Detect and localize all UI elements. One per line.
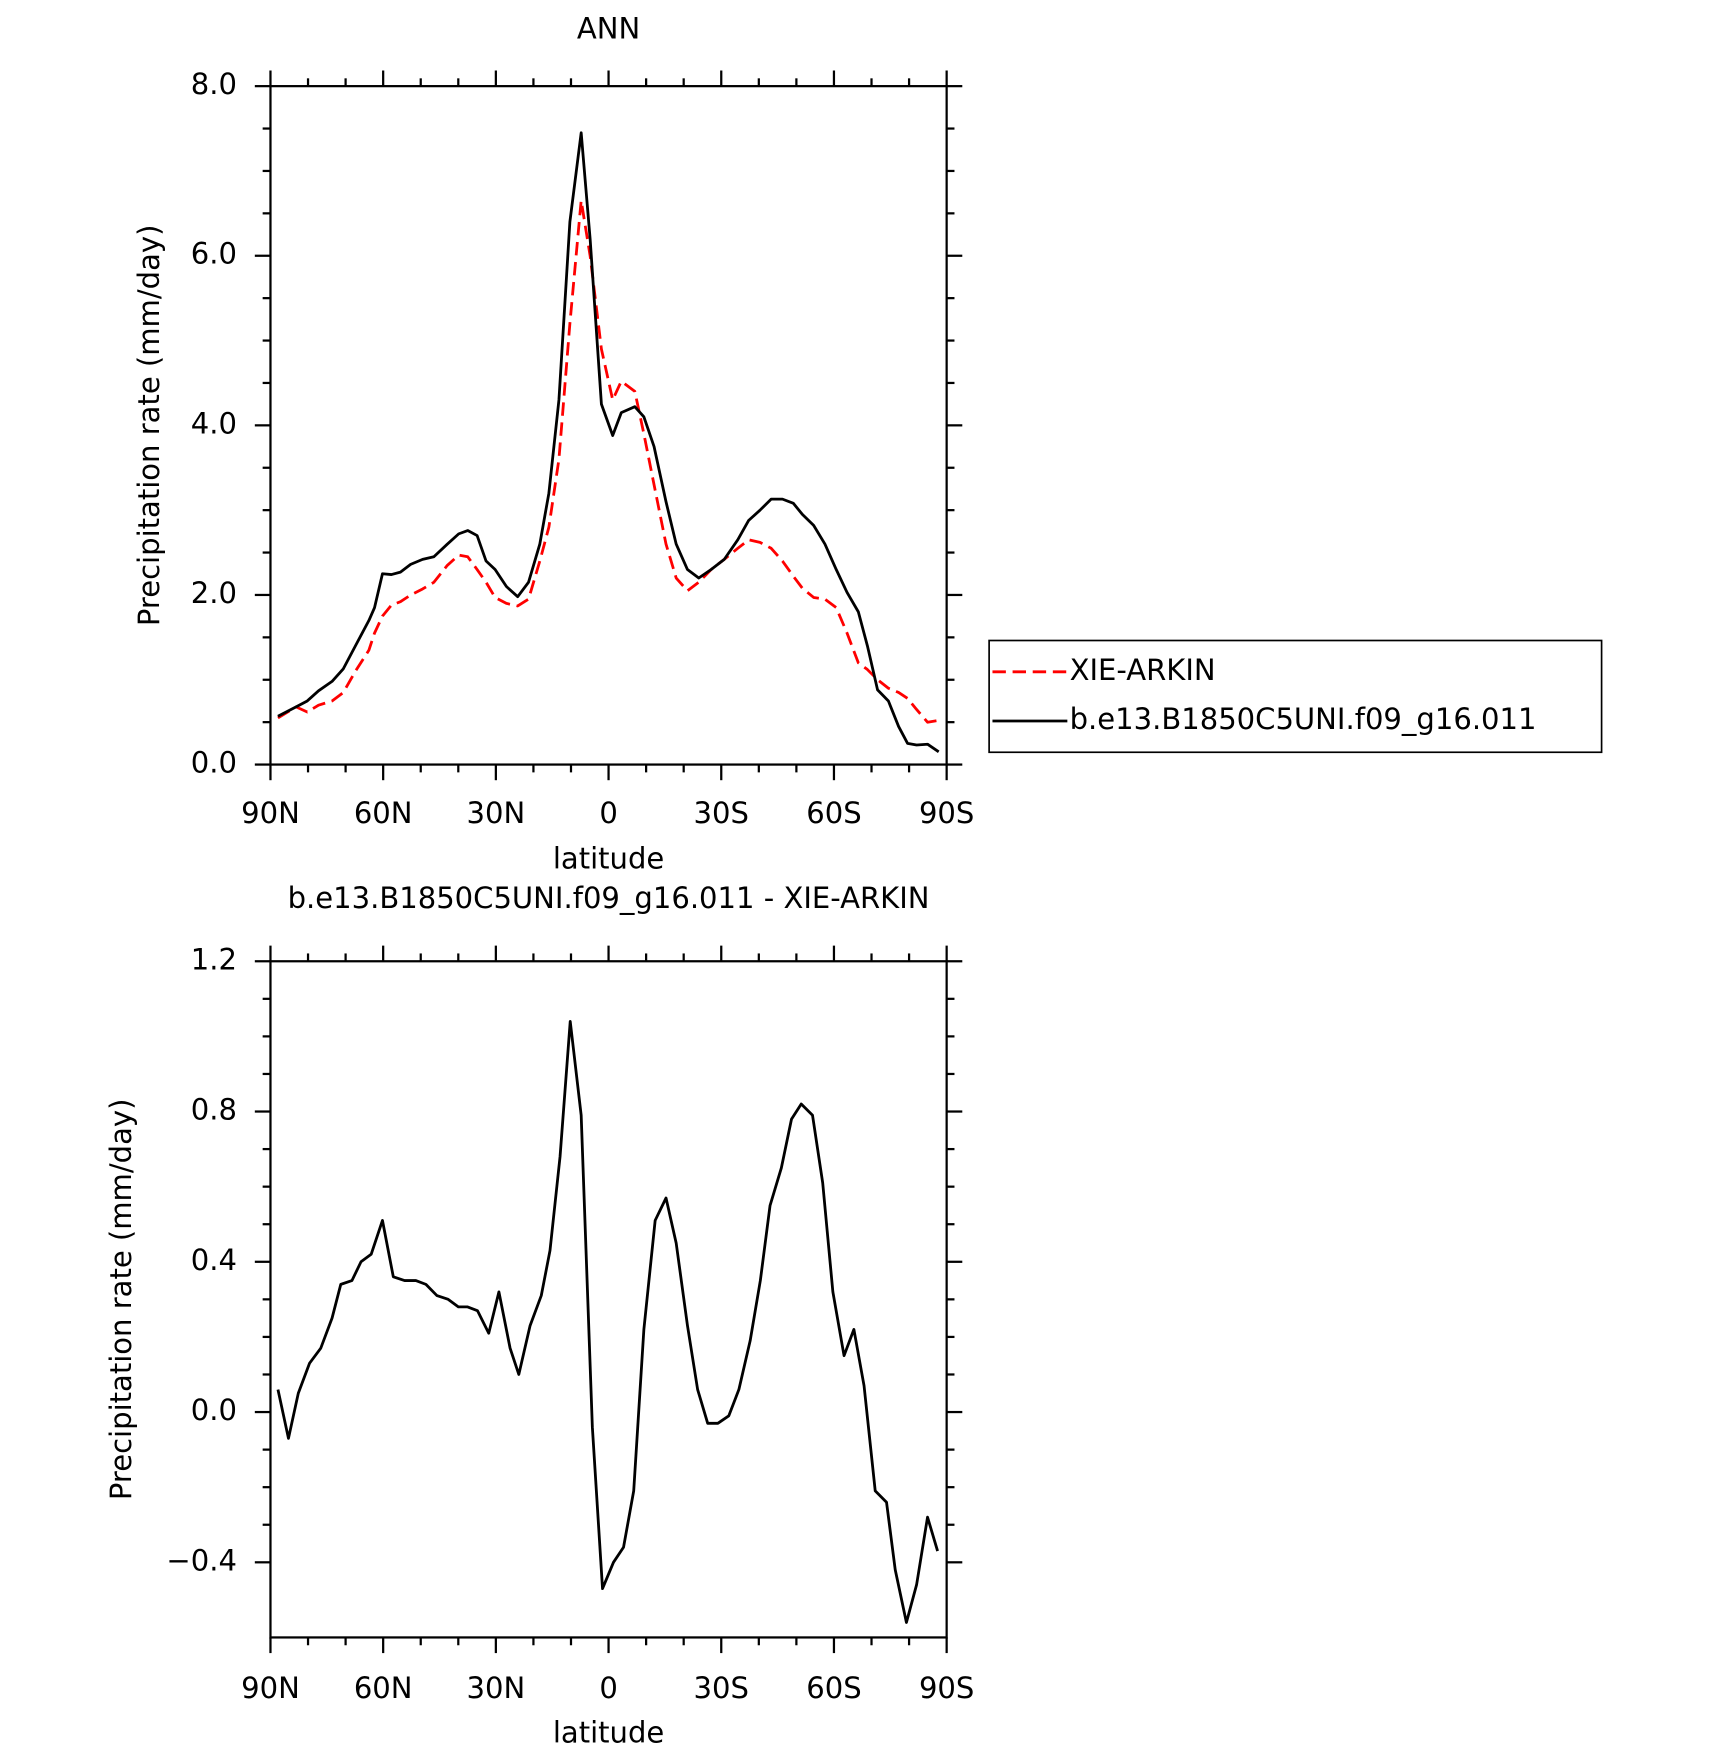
y-tick-label: 2.0 bbox=[191, 576, 237, 610]
x-tick-label: 90S bbox=[919, 796, 974, 830]
chart-title: ANN bbox=[577, 11, 640, 45]
series-line bbox=[277, 131, 940, 753]
series-line bbox=[277, 199, 939, 724]
y-tick-label: 8.0 bbox=[191, 67, 237, 101]
x-tick-label: 90N bbox=[241, 1671, 300, 1705]
x-tick-label: 60S bbox=[806, 1671, 861, 1705]
x-tick-label: 30N bbox=[467, 1671, 526, 1705]
y-tick-label: 0.0 bbox=[191, 1393, 237, 1427]
series-line bbox=[276, 1019, 939, 1624]
y-tick-label: 0.8 bbox=[191, 1093, 237, 1127]
y-tick-label: 6.0 bbox=[191, 237, 237, 271]
y-tick-label: 0.4 bbox=[191, 1243, 237, 1277]
x-tick-label: 30S bbox=[694, 1671, 749, 1705]
x-tick-label: 0 bbox=[599, 796, 617, 830]
x-tick-label: 30N bbox=[467, 796, 526, 830]
legend-box bbox=[988, 639, 1603, 754]
legend-label: b.e13.B1850C5UNI.f09_g16.011 bbox=[1070, 702, 1537, 736]
chart-title: b.e13.B1850C5UNI.f09_g16.011 - XIE-ARKIN bbox=[288, 881, 930, 915]
x-tick-label: 60N bbox=[354, 1671, 413, 1705]
y-axis-label: Precipitation rate (mm/day) bbox=[132, 225, 166, 627]
x-tick-label: 0 bbox=[599, 1671, 617, 1705]
y-tick-label: −0.4 bbox=[166, 1543, 237, 1577]
y-tick-label: 1.2 bbox=[191, 942, 237, 976]
x-tick-label: 60S bbox=[806, 796, 861, 830]
y-tick-label: 0.0 bbox=[191, 746, 237, 780]
x-tick-label: 90N bbox=[241, 796, 300, 830]
x-tick-label: 30S bbox=[694, 796, 749, 830]
x-axis-label: latitude bbox=[553, 1716, 664, 1750]
y-tick-label: 4.0 bbox=[191, 406, 237, 440]
legend-label: XIE-ARKIN bbox=[1070, 653, 1216, 687]
x-tick-label: 90S bbox=[919, 1671, 974, 1705]
x-axis-label: latitude bbox=[553, 842, 664, 876]
x-tick-label: 60N bbox=[354, 796, 413, 830]
y-axis-label: Precipitation rate (mm/day) bbox=[104, 1099, 138, 1501]
